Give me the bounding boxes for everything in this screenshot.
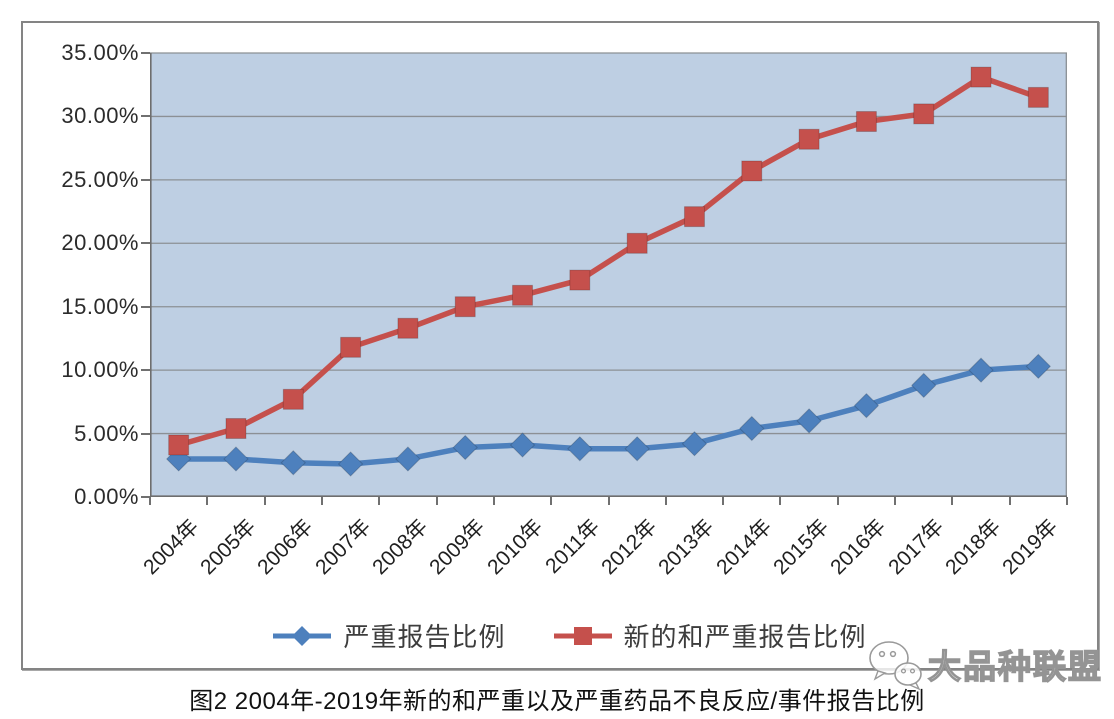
x-tick-mark — [435, 497, 438, 505]
data-point-serious — [395, 446, 421, 472]
data-point-serious — [853, 392, 880, 419]
data-point-new-serious — [512, 284, 534, 306]
y-tick-label: 30.00% — [61, 103, 139, 129]
x-tick-mark — [951, 497, 954, 505]
y-tick-label: 0.00% — [74, 484, 139, 509]
data-point-new-serious — [569, 269, 591, 291]
data-point-new-serious — [798, 128, 820, 150]
wechat-icon — [869, 641, 922, 690]
y-tick-label: 35.00% — [61, 40, 139, 65]
data-point-serious — [911, 372, 937, 399]
legend: 严重报告比例 新的和严重报告比例 — [23, 617, 1097, 654]
data-point-serious — [681, 431, 708, 457]
x-tick-mark — [1066, 497, 1068, 505]
data-point-new-serious — [1027, 86, 1049, 108]
data-point-new-serious — [454, 296, 476, 318]
x-tick-mark — [550, 497, 553, 505]
data-point-serious — [739, 415, 765, 442]
y-tick-label: 5.00% — [74, 420, 139, 446]
data-point-new-serious — [397, 317, 419, 339]
plot-canvas — [150, 52, 1067, 498]
x-tick-mark — [836, 497, 839, 505]
y-tick-label: 20.00% — [61, 230, 139, 256]
plot-background — [150, 53, 1067, 497]
x-tick-mark — [664, 497, 667, 505]
series-line-new-serious — [175, 74, 1042, 448]
figure-caption: 图2 2004年-2019年新的和严重以及严重药品不良反应/事件报告比例 — [189, 688, 925, 715]
x-tick-mark — [607, 497, 610, 505]
data-point-new-serious — [340, 336, 362, 358]
y-tick-mark — [141, 52, 150, 54]
y-tick-label: 25.00% — [61, 166, 139, 192]
legend-label-serious: 严重报告比例 — [343, 622, 506, 652]
x-tick-mark — [722, 497, 725, 505]
y-tick-mark — [141, 305, 150, 308]
y-tick-mark — [141, 369, 150, 372]
data-point-serious — [280, 450, 306, 476]
series-line-serious — [175, 363, 1042, 467]
watermark-text: 大品种联盟 — [927, 647, 1103, 685]
data-point-new-serious — [741, 160, 763, 182]
legend-marker-diamond-icon — [273, 625, 332, 646]
data-point-serious — [223, 446, 249, 472]
chart-frame: 0.00% 5.00% 10.00% 15.00% 20.00% 25.00% 30.00%… — [21, 21, 1099, 670]
legend-item-serious: 严重报告比例 — [271, 617, 505, 654]
y-tick-mark — [141, 242, 150, 245]
y-tick-mark — [141, 432, 150, 435]
data-point-serious — [452, 434, 478, 461]
x-tick-mark — [149, 497, 151, 505]
data-point-new-serious — [683, 206, 705, 228]
data-point-new-serious — [626, 232, 648, 254]
watermark: 大品种联盟 — [864, 638, 1103, 690]
y-tick-label: 15.00% — [61, 293, 139, 319]
legend-item-new-serious: 新的和严重报告比例 — [552, 617, 867, 654]
data-point-serious — [968, 357, 994, 383]
data-point-new-serious — [970, 66, 992, 88]
plot-area — [150, 52, 1067, 498]
data-point-serious — [337, 451, 364, 477]
x-tick-mark — [320, 497, 323, 505]
x-tick-mark — [492, 497, 495, 505]
y-tick-mark — [141, 115, 150, 118]
data-point-serious — [796, 408, 822, 434]
data-point-serious — [624, 436, 650, 462]
data-point-serious — [567, 436, 593, 462]
legend-label-new-serious: 新的和严重报告比例 — [623, 622, 867, 652]
y-tick-mark — [141, 178, 150, 181]
y-tick-label: 10.00% — [61, 357, 139, 383]
data-point-serious — [1025, 353, 1052, 380]
data-point-new-serious — [913, 103, 935, 125]
x-tick-mark — [1008, 497, 1011, 505]
data-point-new-serious — [855, 111, 877, 133]
x-tick-mark — [779, 497, 782, 505]
x-tick-mark — [263, 497, 266, 505]
data-point-new-serious — [225, 417, 247, 439]
x-tick-mark — [894, 497, 897, 505]
data-point-new-serious — [282, 388, 304, 410]
x-tick-mark — [206, 497, 209, 505]
data-point-serious — [509, 432, 536, 458]
x-tick-mark — [378, 497, 381, 505]
legend-marker-square-icon — [553, 626, 612, 645]
y-tick-mark — [141, 496, 150, 498]
data-point-new-serious — [168, 434, 190, 456]
